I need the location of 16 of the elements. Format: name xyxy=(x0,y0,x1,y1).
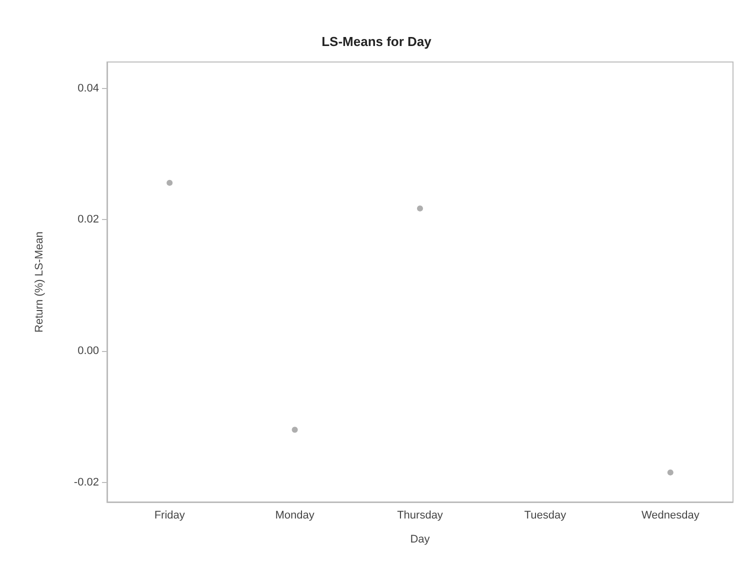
y-tick-label: 0.04 xyxy=(78,82,99,94)
x-tick-label: Tuesday xyxy=(524,510,567,522)
x-tick-label: Thursday xyxy=(397,510,444,522)
point xyxy=(667,469,674,476)
x-tick-label: Wednesday xyxy=(641,510,700,522)
point xyxy=(417,205,423,212)
x-tick-label: Monday xyxy=(275,510,315,522)
point xyxy=(166,180,173,186)
chart-title: LS-Means for Day xyxy=(322,34,432,49)
y-axis-title: Return (%) LS-Mean xyxy=(34,232,46,332)
y-tick-label: 0.00 xyxy=(78,344,99,357)
x-axis-title: Day xyxy=(410,534,430,546)
y-tick-label: 0.02 xyxy=(78,214,99,226)
y-tick-label: -0.02 xyxy=(74,476,99,488)
point xyxy=(292,426,298,433)
x-tick-label: Friday xyxy=(154,510,186,522)
